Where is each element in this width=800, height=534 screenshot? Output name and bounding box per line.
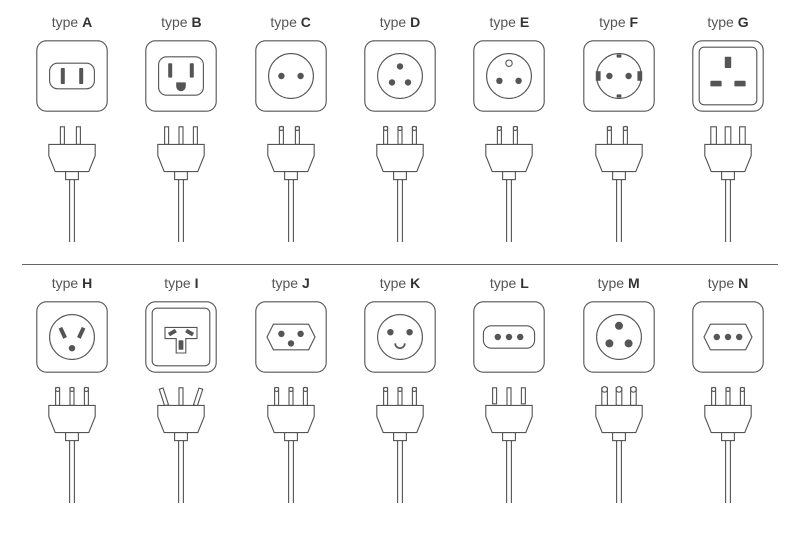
plug-k-icon [360, 383, 440, 503]
plug-label: type B [161, 14, 201, 30]
label-letter: N [738, 275, 748, 291]
socket-a-icon [32, 36, 112, 116]
plug-l-icon [469, 383, 549, 503]
label-letter: K [410, 275, 420, 291]
socket-e-icon [469, 36, 549, 116]
plug-label: type C [270, 14, 310, 30]
socket-i-icon [141, 297, 221, 377]
plug-cell-h: type H [22, 275, 122, 521]
plug-m-icon [579, 383, 659, 503]
label-letter: F [630, 14, 639, 30]
plug-label: type F [599, 14, 638, 30]
plug-e-icon [469, 122, 549, 242]
plug-cell-l: type L [459, 275, 559, 521]
label-prefix: type [272, 275, 298, 291]
plug-j-icon [251, 383, 331, 503]
label-letter: L [520, 275, 529, 291]
label-letter: E [520, 14, 529, 30]
label-prefix: type [161, 14, 187, 30]
label-prefix: type [490, 275, 516, 291]
label-letter: D [410, 14, 420, 30]
plug-label: type M [598, 275, 640, 291]
label-prefix: type [52, 275, 78, 291]
plug-label: type D [380, 14, 420, 30]
socket-d-icon [360, 36, 440, 116]
plug-cell-f: type F [569, 14, 669, 260]
plug-d-icon [360, 122, 440, 242]
plug-cell-m: type M [569, 275, 669, 521]
plug-f-icon [579, 122, 659, 242]
socket-f-icon [579, 36, 659, 116]
label-letter: B [191, 14, 201, 30]
plug-cell-k: type K [350, 275, 450, 521]
plug-n-icon [688, 383, 768, 503]
label-prefix: type [164, 275, 190, 291]
label-prefix: type [598, 275, 624, 291]
plug-label: type K [380, 275, 420, 291]
plug-cell-n: type N [678, 275, 778, 521]
socket-m-icon [579, 297, 659, 377]
plug-label: type G [707, 14, 748, 30]
plug-cell-a: type A [22, 14, 122, 260]
plug-cell-i: type I [131, 275, 231, 521]
plug-label: type I [164, 275, 198, 291]
socket-n-icon [688, 297, 768, 377]
plug-cell-e: type E [459, 14, 559, 260]
row-top: type Atype Btype Ctype Dtype Etype Ftype… [22, 14, 778, 260]
socket-b-icon [141, 36, 221, 116]
label-letter: I [195, 275, 199, 291]
plug-b-icon [141, 122, 221, 242]
socket-c-icon [251, 36, 331, 116]
label-letter: C [301, 14, 311, 30]
label-letter: A [82, 14, 92, 30]
plug-label: type A [52, 14, 92, 30]
plug-cell-j: type J [241, 275, 341, 521]
label-prefix: type [52, 14, 78, 30]
socket-g-icon [688, 36, 768, 116]
label-prefix: type [708, 275, 734, 291]
label-letter: M [628, 275, 640, 291]
socket-j-icon [251, 297, 331, 377]
plug-h-icon [32, 383, 112, 503]
label-prefix: type [489, 14, 515, 30]
socket-l-icon [469, 297, 549, 377]
plug-a-icon [32, 122, 112, 242]
plug-cell-b: type B [131, 14, 231, 260]
plug-label: type N [708, 275, 748, 291]
label-letter: H [82, 275, 92, 291]
label-prefix: type [599, 14, 625, 30]
plug-c-icon [251, 122, 331, 242]
plug-cell-c: type C [241, 14, 341, 260]
label-prefix: type [707, 14, 733, 30]
divider [22, 264, 778, 265]
label-letter: J [302, 275, 310, 291]
socket-k-icon [360, 297, 440, 377]
plug-label: type H [52, 275, 92, 291]
row-bottom: type Htype Itype Jtype Ktype Ltype Mtype… [22, 275, 778, 521]
plug-cell-g: type G [678, 14, 778, 260]
plug-cell-d: type D [350, 14, 450, 260]
plug-i-icon [141, 383, 221, 503]
plug-label: type E [489, 14, 529, 30]
label-prefix: type [380, 275, 406, 291]
socket-h-icon [32, 297, 112, 377]
label-prefix: type [270, 14, 296, 30]
plug-g-icon [688, 122, 768, 242]
plug-chart: type Atype Btype Ctype Dtype Etype Ftype… [0, 0, 800, 534]
label-prefix: type [380, 14, 406, 30]
plug-label: type J [272, 275, 310, 291]
label-letter: G [738, 14, 749, 30]
plug-label: type L [490, 275, 529, 291]
